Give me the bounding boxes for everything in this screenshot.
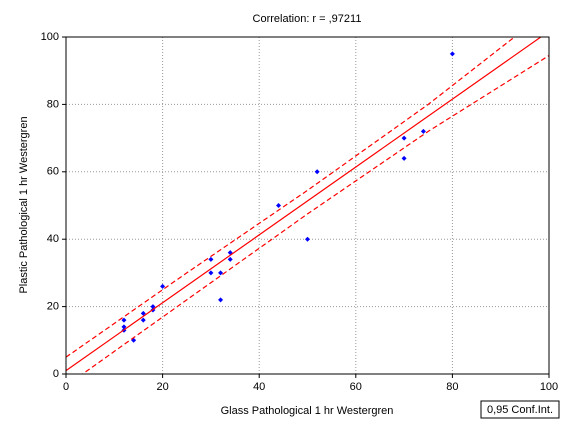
chart-title: Correlation: r = ,97211 [253,13,362,25]
data-point [449,51,455,57]
data-point [401,155,407,161]
x-tick-label: 80 [446,381,458,393]
data-point [208,270,214,276]
confidence-band [81,55,549,374]
data-point [401,135,407,141]
x-axis-label: Glass Pathological 1 hr Westergren [221,405,394,417]
y-tick-label: 60 [47,166,59,178]
x-tick-label: 20 [156,381,168,393]
data-point [218,270,224,276]
data-point [227,256,233,262]
data-point [160,283,166,289]
y-tick-label: 100 [41,31,59,43]
data-point [208,256,214,262]
data-point [218,297,224,303]
data-point [314,169,320,175]
x-tick-label: 40 [253,381,265,393]
data-point [140,310,146,316]
data-point [150,304,156,310]
data-point [121,324,127,330]
y-tick-label: 0 [53,368,59,380]
plot-area: 0 20 40 60 80 100 0 20 40 60 80 100 [41,31,559,393]
y-axis-label: Plastic Pathological 1 hr Westergren [18,116,30,293]
x-tick-label: 0 [63,381,69,393]
data-point [276,203,282,208]
confidence-band [66,37,516,358]
regression-line [66,37,542,372]
x-tick-label: 60 [350,381,362,393]
y-tick-label: 80 [47,98,59,110]
y-tick-label: 40 [47,233,59,245]
y-tick-label: 20 [47,301,59,313]
x-tick-label: 100 [540,381,558,393]
data-point [420,128,426,134]
plot-border [65,36,550,375]
legend-label: 0,95 Conf.Int. [487,404,553,416]
legend-box [480,400,560,419]
data-point [305,236,310,242]
plot-clip [66,37,549,374]
data-point [121,317,127,323]
data-point [140,317,146,323]
